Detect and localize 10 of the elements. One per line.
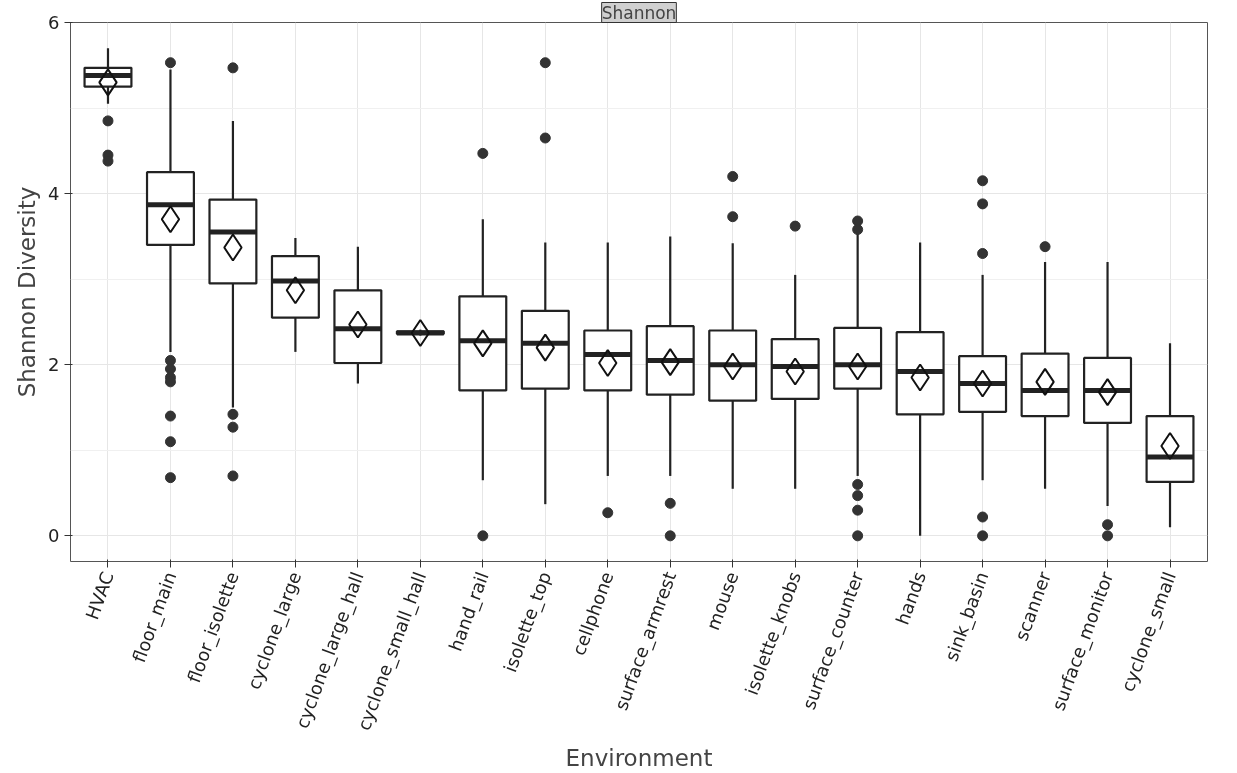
y-tick-label: 6 [48,12,60,33]
chart-title: Shannon [601,2,677,23]
x-tick-label: hands [891,568,930,628]
x-axis-title: Environment [565,744,713,771]
y-tick-label: 4 [48,183,60,205]
y-axis-title: Shannon Diversity [14,186,41,398]
x-tick-label: HVAC [81,568,118,623]
y-tick-label: 0 [48,525,60,547]
x-tick-label: mouse [702,568,743,633]
y-tick-label: 2 [48,354,60,376]
